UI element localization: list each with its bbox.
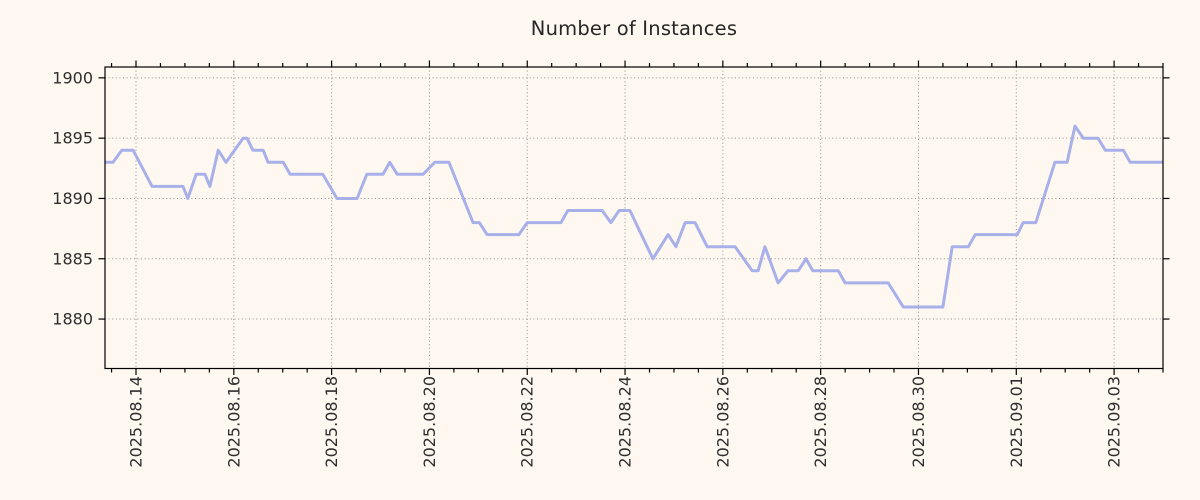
- x-tick-label: 2025.09.03: [1105, 376, 1124, 468]
- x-tick-label: 2025.08.26: [713, 376, 732, 468]
- axis-border: [104, 66, 1164, 370]
- y-tick-label: 1885: [52, 249, 93, 268]
- x-tick-label: 2025.08.16: [224, 376, 243, 468]
- y-tick-label: 1890: [52, 189, 93, 208]
- series-layer: [105, 124, 1163, 309]
- tick-marks: [98, 60, 1170, 375]
- x-tick-label: 2025.08.14: [127, 376, 146, 468]
- y-tick-label: 1900: [52, 68, 93, 87]
- series-line-instances: [105, 124, 1163, 309]
- x-tick-label: 2025.08.24: [616, 376, 635, 468]
- x-tick-label: 2025.08.20: [420, 376, 439, 468]
- plot-border: [104, 66, 1164, 370]
- y-tick-label: 1880: [52, 310, 93, 329]
- x-tick-label: 2025.08.30: [909, 376, 928, 468]
- x-tick-labels: 2025.08.14 2025.08.16 2025.08.18 2025.08.20…: [127, 376, 1124, 468]
- x-tick-label: 2025.08.22: [518, 376, 537, 468]
- x-tick-label: 2025.09.01: [1007, 376, 1026, 468]
- x-tick-label: 2025.08.18: [322, 376, 341, 468]
- x-tick-label: 2025.08.28: [811, 376, 830, 468]
- y-tick-labels: 1880 1885 1890 1895 1900: [52, 68, 93, 328]
- chart-title: Number of Instances: [530, 17, 738, 40]
- y-tick-label: 1895: [52, 129, 93, 148]
